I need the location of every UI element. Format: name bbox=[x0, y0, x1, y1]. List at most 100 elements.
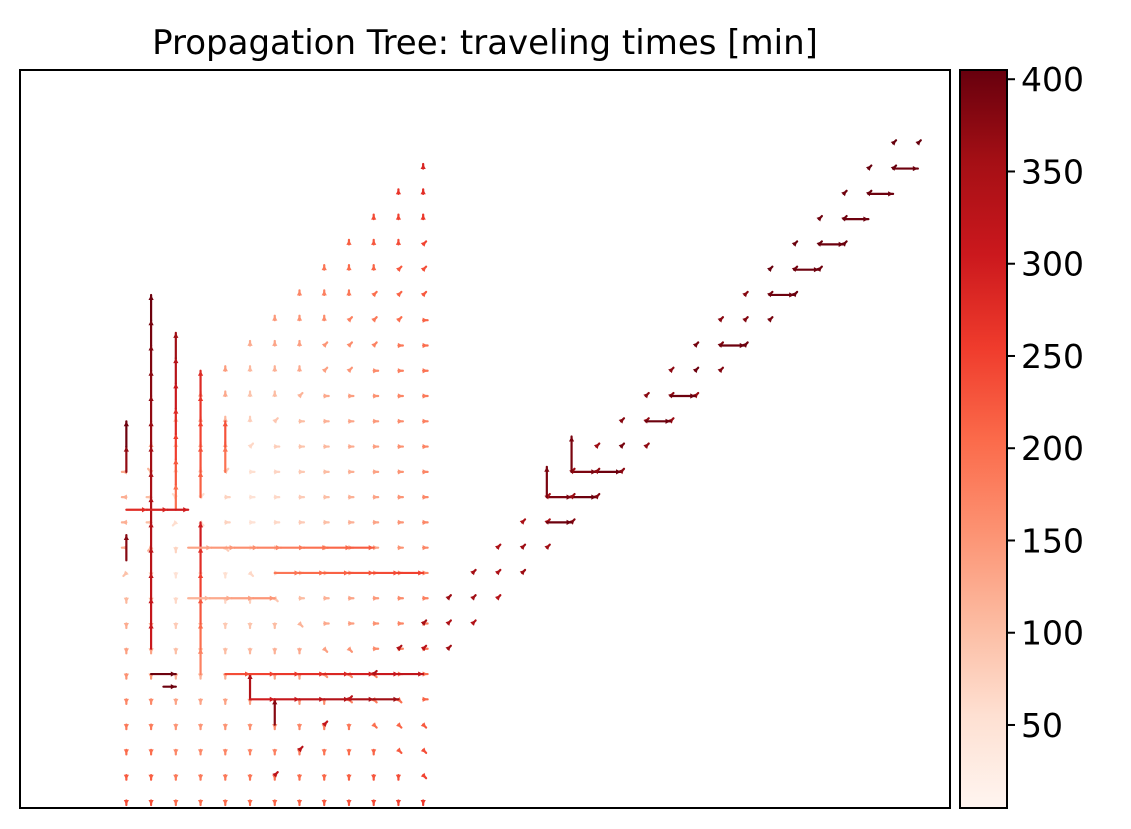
tree-edge bbox=[273, 469, 281, 475]
tree-edge-arrowhead bbox=[296, 774, 303, 780]
tree-edge-arrowhead bbox=[298, 494, 304, 500]
tree-edge-arrowhead bbox=[319, 671, 325, 677]
tree-edge-arrowhead bbox=[742, 317, 748, 323]
tree-edge-arrowhead bbox=[665, 418, 671, 424]
tree-edge bbox=[420, 722, 428, 729]
tree-edge-arrowhead bbox=[348, 469, 354, 475]
tree-edge-arrowhead bbox=[348, 595, 354, 601]
tree-edge-arrowhead bbox=[148, 370, 154, 376]
tree-edge-arrowhead bbox=[121, 494, 127, 500]
tree-edge-arrowhead bbox=[396, 266, 402, 273]
tree-edge-arrowhead bbox=[272, 648, 278, 654]
tree-edge bbox=[643, 391, 650, 399]
tree-edge-arrowhead bbox=[494, 595, 501, 601]
tree-edge bbox=[346, 341, 354, 348]
tree-edge-arrowhead bbox=[420, 722, 427, 728]
tree-edge bbox=[422, 317, 429, 323]
tree-edge bbox=[247, 672, 253, 701]
tree-edge bbox=[298, 696, 326, 702]
tree-edge-arrowhead bbox=[396, 317, 402, 323]
tree-edge bbox=[323, 393, 330, 399]
tree-edge bbox=[197, 698, 204, 705]
tree-edge bbox=[298, 519, 306, 526]
tree-edge bbox=[173, 597, 179, 604]
tree-edge-arrowhead bbox=[272, 749, 278, 755]
tree-edge-arrowhead bbox=[348, 443, 354, 450]
tree-edge bbox=[519, 568, 527, 576]
tree-edge-arrowhead bbox=[371, 671, 377, 677]
tree-edge bbox=[422, 469, 429, 475]
tree-edge bbox=[173, 698, 179, 705]
tree-edge bbox=[371, 316, 378, 323]
tree-edge bbox=[349, 545, 375, 551]
tree-edge-arrowhead bbox=[593, 468, 600, 475]
tree-edge bbox=[422, 519, 429, 526]
tree-edge bbox=[296, 314, 303, 322]
tree-edge bbox=[296, 289, 303, 297]
tree-edge-arrowhead bbox=[371, 799, 377, 805]
tree-edge bbox=[519, 543, 527, 551]
tree-edge bbox=[643, 442, 650, 449]
tree-edge-arrowhead bbox=[323, 519, 329, 526]
tree-edge bbox=[323, 696, 351, 702]
tree-edge-arrowhead bbox=[269, 696, 275, 702]
tree-edge bbox=[222, 698, 228, 705]
tree-edge-arrowhead bbox=[297, 393, 303, 399]
tree-edge-arrowhead bbox=[643, 393, 649, 399]
tree-edge bbox=[272, 314, 278, 322]
tree-edge bbox=[395, 188, 402, 195]
tree-edge-arrowhead bbox=[123, 570, 129, 576]
tree-edge bbox=[247, 774, 253, 781]
tree-edge-arrowhead bbox=[519, 544, 526, 551]
tree-edge-arrowhead bbox=[123, 749, 129, 755]
tree-edge bbox=[296, 365, 303, 372]
tree-edge bbox=[346, 774, 352, 781]
tree-edge-arrowhead bbox=[346, 239, 352, 245]
tree-edge bbox=[173, 723, 179, 731]
tree-edge-arrowhead bbox=[197, 572, 204, 578]
tree-edge-arrowhead bbox=[245, 671, 251, 677]
tree-edge-arrowhead bbox=[373, 545, 379, 551]
tree-edge bbox=[321, 289, 327, 297]
tree-edge-arrowhead bbox=[148, 598, 154, 604]
tree-edge-arrowhead bbox=[296, 340, 303, 346]
tree-edge bbox=[303, 545, 329, 551]
tree-edge-arrowhead bbox=[123, 623, 129, 629]
tree-edge-arrowhead bbox=[323, 620, 329, 627]
tree-edge bbox=[346, 366, 354, 374]
tree-edge-arrowhead bbox=[173, 749, 179, 755]
tree-edge bbox=[279, 545, 306, 551]
tree-edge bbox=[470, 619, 477, 626]
tree-edge bbox=[397, 469, 404, 475]
tree-edge-arrowhead bbox=[395, 189, 402, 195]
tree-edge bbox=[125, 507, 149, 513]
chart-title: Propagation Tree: traveling times [min] bbox=[152, 23, 818, 63]
tree-edge-arrowhead bbox=[445, 620, 451, 626]
tree-edge-arrowhead bbox=[183, 507, 189, 513]
tree-edge-arrowhead bbox=[322, 545, 328, 551]
tree-edge bbox=[323, 469, 330, 475]
tree-edge-arrowhead bbox=[172, 520, 179, 526]
tree-edge-arrowhead bbox=[123, 799, 129, 805]
tree-edge-arrowhead bbox=[197, 673, 204, 679]
tree-edge-arrowhead bbox=[123, 698, 129, 704]
tree-edge-arrowhead bbox=[123, 724, 129, 730]
tree-edge-arrowhead bbox=[323, 494, 329, 500]
tree-edge bbox=[256, 545, 283, 551]
tree-edge bbox=[422, 418, 429, 424]
plot-area bbox=[19, 69, 951, 809]
colorbar: 50 100 150 200 250 300 350 400 bbox=[959, 60, 1084, 809]
tree-edge-arrowhead bbox=[346, 367, 352, 374]
tree-edge-arrowhead bbox=[247, 799, 253, 805]
tree-edge-arrowhead bbox=[173, 547, 179, 553]
tree-edge bbox=[298, 494, 306, 500]
tree-edge-arrowhead bbox=[420, 189, 426, 195]
tree-edge bbox=[222, 723, 228, 731]
tree-edge bbox=[148, 546, 154, 575]
tree-edge bbox=[718, 342, 746, 349]
tree-edge bbox=[420, 799, 426, 807]
tree-edge-arrowhead bbox=[173, 358, 179, 364]
tree-edge bbox=[817, 241, 845, 247]
tree-edge-arrowhead bbox=[121, 519, 127, 526]
